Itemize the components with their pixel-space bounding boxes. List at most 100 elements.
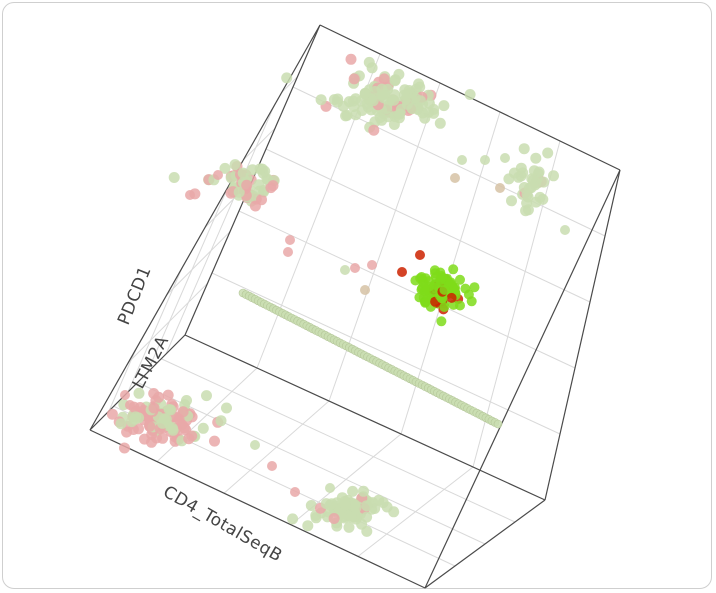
data-point	[177, 406, 189, 418]
data-point	[348, 73, 360, 85]
grid-line	[165, 105, 275, 355]
data-point	[382, 111, 394, 123]
data-point	[328, 513, 340, 524]
grid-line	[127, 282, 208, 363]
data-point	[361, 500, 373, 512]
data-point	[325, 483, 335, 493]
data-point	[290, 487, 300, 497]
data-point	[439, 284, 450, 295]
data-point	[183, 433, 195, 445]
data-point	[120, 390, 130, 400]
data-point	[538, 176, 550, 188]
data-point	[537, 193, 549, 205]
data-point	[439, 302, 450, 312]
data-point	[376, 89, 388, 101]
data-point	[415, 273, 426, 284]
data-point	[213, 170, 223, 180]
data-point	[162, 389, 174, 401]
axis-label-x: CD4_TotalSeqB	[160, 482, 286, 566]
data-point	[343, 521, 355, 533]
data-point	[436, 316, 447, 327]
data-point	[421, 284, 432, 295]
data-point	[285, 235, 295, 245]
data-point	[267, 180, 279, 192]
data-point	[523, 182, 535, 194]
data-point	[449, 284, 460, 295]
grid-line	[238, 210, 576, 369]
data-point	[409, 92, 421, 104]
data-point	[359, 88, 371, 100]
data-point	[305, 500, 317, 511]
data-point	[148, 402, 160, 414]
data-point	[428, 103, 440, 115]
data-point	[253, 179, 265, 191]
data-point	[493, 419, 503, 429]
data-point	[508, 167, 520, 179]
data-point	[287, 513, 299, 525]
data-point	[450, 173, 460, 183]
box-edge	[89, 334, 186, 431]
data-point	[518, 143, 530, 155]
data-point	[457, 155, 467, 165]
data-point	[302, 520, 314, 532]
data-point	[233, 186, 245, 198]
data-point	[176, 419, 188, 431]
grid-line	[137, 382, 486, 545]
data-point	[115, 418, 127, 430]
data-point	[445, 277, 456, 288]
data-point	[215, 415, 227, 427]
data-point	[448, 264, 459, 275]
data-point	[267, 461, 277, 471]
data-point	[331, 96, 343, 108]
data-point	[345, 53, 357, 65]
data-point	[367, 95, 379, 107]
data-point	[348, 101, 360, 112]
data-point	[185, 190, 195, 200]
box-edge	[424, 169, 621, 589]
data-point	[283, 247, 293, 257]
axis-label-y: LTM2A	[129, 333, 173, 393]
data-point	[388, 119, 400, 130]
data-point	[500, 153, 510, 163]
data-point	[374, 112, 386, 123]
data-point	[398, 89, 410, 101]
data-point	[397, 267, 407, 277]
data-point	[542, 147, 554, 159]
data-point	[254, 163, 266, 175]
data-point	[237, 167, 249, 179]
grid-line	[242, 127, 276, 161]
grid-line	[211, 272, 561, 435]
box-edge	[89, 24, 321, 431]
data-point	[133, 387, 145, 399]
data-point	[438, 100, 450, 112]
grid-line	[281, 76, 298, 93]
data-point	[157, 432, 169, 444]
data-points	[106, 53, 570, 537]
data-point	[340, 265, 350, 275]
data-point	[339, 499, 351, 511]
data-point	[373, 494, 385, 506]
data-point	[225, 172, 237, 184]
plot-box	[89, 24, 621, 589]
data-point	[480, 155, 490, 165]
data-point	[469, 282, 480, 293]
data-point	[455, 274, 465, 285]
data-point	[197, 422, 209, 434]
data-point	[326, 498, 338, 510]
data-point	[526, 173, 538, 185]
data-point	[168, 172, 180, 183]
data-point	[495, 183, 505, 193]
data-point	[548, 170, 559, 182]
data-point	[368, 124, 380, 136]
data-point	[560, 225, 570, 235]
data-point	[209, 435, 220, 447]
data-point	[125, 400, 135, 410]
data-point	[250, 440, 260, 450]
data-point	[360, 285, 370, 295]
data-point	[134, 402, 146, 413]
data-point	[201, 390, 212, 402]
grid-line	[166, 231, 231, 296]
data-point	[388, 94, 400, 106]
data-point	[281, 72, 293, 84]
